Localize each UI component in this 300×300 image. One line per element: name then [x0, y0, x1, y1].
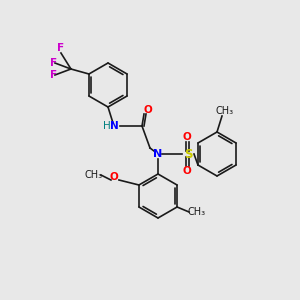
Text: N: N — [153, 149, 163, 159]
Text: O: O — [110, 172, 118, 182]
Text: H: H — [103, 121, 111, 131]
Text: O: O — [144, 105, 152, 115]
Text: F: F — [50, 58, 58, 68]
Text: CH₃: CH₃ — [188, 207, 206, 217]
Text: F: F — [50, 70, 58, 80]
Text: O: O — [183, 166, 191, 176]
Text: CH₃: CH₃ — [85, 170, 103, 180]
Text: F: F — [57, 43, 64, 53]
Text: N: N — [110, 121, 118, 131]
Text: CH₃: CH₃ — [216, 106, 234, 116]
Text: O: O — [183, 132, 191, 142]
Text: S: S — [184, 148, 192, 160]
